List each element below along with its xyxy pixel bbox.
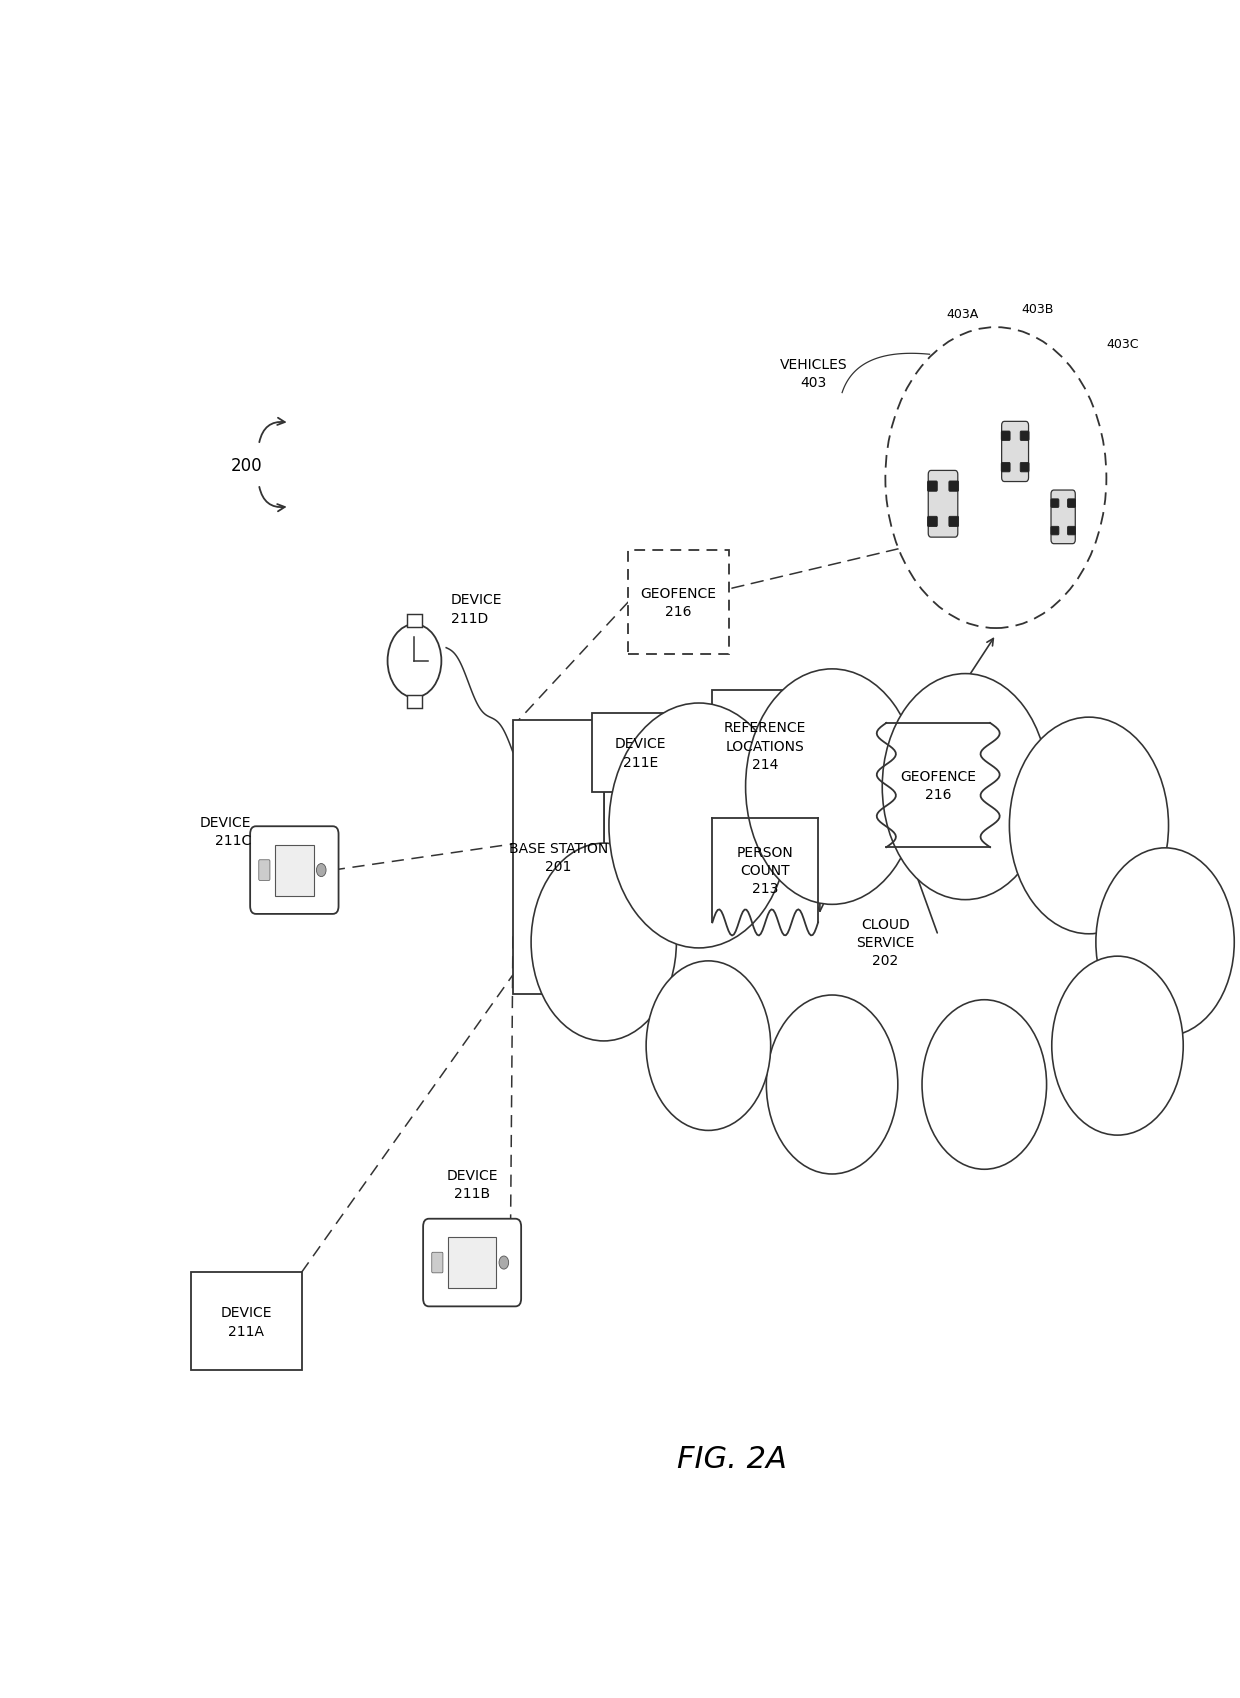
Circle shape: [1052, 956, 1183, 1136]
FancyBboxPatch shape: [1001, 464, 1011, 472]
FancyBboxPatch shape: [887, 723, 990, 847]
Text: DEVICE
211B: DEVICE 211B: [446, 1168, 498, 1200]
Text: DEVICE
211A: DEVICE 211A: [221, 1306, 272, 1338]
Text: 403B: 403B: [1022, 302, 1054, 316]
FancyArrowPatch shape: [259, 418, 285, 443]
FancyBboxPatch shape: [629, 550, 729, 655]
FancyBboxPatch shape: [275, 846, 314, 897]
Text: REFERENCE
LOCATIONS
214: REFERENCE LOCATIONS 214: [724, 722, 806, 771]
Circle shape: [316, 864, 326, 878]
FancyBboxPatch shape: [1002, 423, 1028, 482]
FancyArrowPatch shape: [259, 487, 285, 513]
FancyBboxPatch shape: [1052, 499, 1059, 508]
FancyBboxPatch shape: [191, 1272, 301, 1370]
Circle shape: [882, 674, 1048, 900]
Text: 200: 200: [231, 457, 262, 474]
FancyArrowPatch shape: [887, 796, 937, 934]
Text: 403A: 403A: [946, 307, 978, 321]
Text: FIG. 2A: FIG. 2A: [677, 1445, 786, 1474]
Text: CLOUD
SERVICE
202: CLOUD SERVICE 202: [856, 917, 915, 968]
Text: DEVICE
211C: DEVICE 211C: [200, 815, 250, 847]
Circle shape: [498, 1257, 508, 1270]
FancyBboxPatch shape: [448, 1238, 496, 1289]
FancyBboxPatch shape: [407, 615, 422, 627]
FancyBboxPatch shape: [1052, 526, 1059, 535]
Text: BASE STATION
201: BASE STATION 201: [508, 841, 609, 874]
Text: 403C: 403C: [1106, 338, 1138, 350]
FancyBboxPatch shape: [593, 713, 688, 791]
Text: VEHICLES
403: VEHICLES 403: [780, 358, 847, 391]
FancyBboxPatch shape: [712, 818, 818, 922]
Circle shape: [766, 995, 898, 1175]
FancyBboxPatch shape: [1068, 499, 1075, 508]
Circle shape: [885, 328, 1106, 628]
FancyArrowPatch shape: [817, 756, 823, 912]
FancyBboxPatch shape: [407, 696, 422, 708]
FancyBboxPatch shape: [250, 827, 339, 914]
Circle shape: [745, 669, 919, 905]
Text: GEOFENCE
216: GEOFENCE 216: [900, 769, 976, 801]
FancyBboxPatch shape: [513, 720, 604, 995]
Circle shape: [1009, 718, 1168, 934]
Circle shape: [388, 625, 441, 698]
FancyBboxPatch shape: [928, 516, 937, 528]
FancyBboxPatch shape: [1021, 431, 1029, 441]
Circle shape: [531, 844, 676, 1041]
FancyBboxPatch shape: [949, 516, 959, 528]
FancyBboxPatch shape: [432, 1253, 443, 1274]
Circle shape: [609, 703, 789, 949]
Text: PERSON
COUNT
213: PERSON COUNT 213: [737, 846, 794, 897]
FancyBboxPatch shape: [949, 482, 959, 492]
Text: DEVICE
211D: DEVICE 211D: [451, 593, 502, 625]
Circle shape: [646, 961, 771, 1131]
FancyBboxPatch shape: [712, 691, 818, 801]
Text: DEVICE
211E: DEVICE 211E: [615, 737, 666, 769]
Circle shape: [923, 1000, 1047, 1170]
FancyBboxPatch shape: [1021, 464, 1029, 472]
FancyBboxPatch shape: [423, 1219, 521, 1306]
FancyArrowPatch shape: [940, 638, 993, 722]
Text: GEOFENCE
216: GEOFENCE 216: [641, 586, 717, 618]
Circle shape: [1096, 849, 1234, 1036]
FancyArrowPatch shape: [732, 545, 909, 589]
FancyBboxPatch shape: [1052, 491, 1075, 545]
FancyBboxPatch shape: [929, 470, 957, 538]
FancyBboxPatch shape: [928, 482, 937, 492]
FancyBboxPatch shape: [1001, 431, 1011, 441]
FancyBboxPatch shape: [1068, 526, 1075, 535]
FancyBboxPatch shape: [259, 861, 270, 881]
